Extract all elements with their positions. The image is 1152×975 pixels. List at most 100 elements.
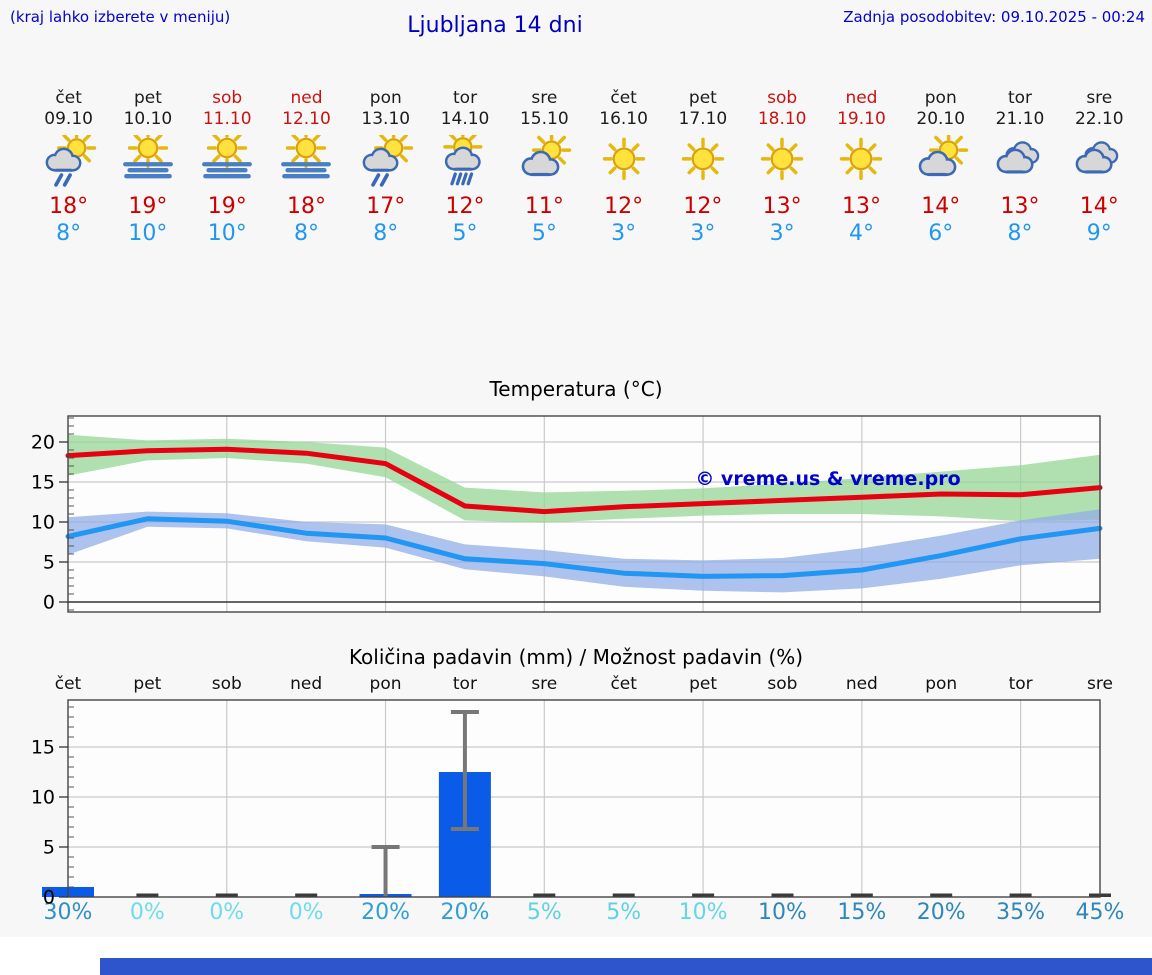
precip-day-label: sre xyxy=(531,674,558,694)
sun-cloud-rain-icon xyxy=(358,135,414,187)
precipitation-chart-title: Količina padavin (mm) / Možnost padavin … xyxy=(348,645,804,669)
precip-day-label: tor xyxy=(1008,674,1033,694)
precip-probability: 10% xyxy=(678,900,728,925)
day-column-13.10: pon 13.10 17° 8° xyxy=(346,88,425,247)
day-column-21.10: tor 21.10 13° 8° xyxy=(980,88,1059,247)
precip-y-tick-label: 10 xyxy=(31,787,55,809)
precip-day-label: pon xyxy=(369,674,402,694)
precip-whisker xyxy=(371,845,400,897)
max-temperature: 19° xyxy=(128,194,168,219)
precip-day-label: pet xyxy=(133,674,162,694)
day-date: 19.10 xyxy=(837,109,886,129)
cloudy-icon xyxy=(1071,135,1127,187)
day-date: 10.10 xyxy=(123,109,173,129)
min-temperature: 3° xyxy=(611,221,637,246)
location-menu-hint: (kraj lahko izberete v meniju) xyxy=(10,8,231,26)
day-column-15.10: sre 15.10 11° 5° xyxy=(505,88,584,247)
fog-sun-icon xyxy=(120,135,176,187)
temp-y-tick-label: 10 xyxy=(31,512,55,534)
precip-zero-mark xyxy=(930,893,953,897)
precip-probability: 10% xyxy=(758,900,807,925)
day-column-17.10: pet 17.10 12° 3° xyxy=(663,88,742,247)
min-temperature: 4° xyxy=(848,221,874,246)
precipitation-plot: 0 5 10 15 xyxy=(31,699,1111,909)
precip-zero-mark xyxy=(612,893,635,897)
day-name: sob xyxy=(212,88,243,108)
day-date: 17.10 xyxy=(678,109,728,129)
day-date: 16.10 xyxy=(599,109,648,129)
day-name: pon xyxy=(924,88,957,108)
precip-probability: 0% xyxy=(209,900,245,925)
day-column-22.10: sre 22.10 14° 9° xyxy=(1060,88,1139,247)
precip-y-tick-label: 0 xyxy=(43,887,55,909)
watermark-link[interactable]: © vreme.us & vreme.pro xyxy=(695,468,960,490)
precip-zero-mark xyxy=(692,893,715,897)
max-temperature: 13° xyxy=(1000,194,1040,219)
precip-zero-mark xyxy=(1009,893,1032,897)
day-name: tor xyxy=(453,88,478,108)
precip-zero-mark xyxy=(850,893,873,897)
min-temperature: 8° xyxy=(293,221,319,246)
day-name: ned xyxy=(845,88,878,108)
precip-day-label: pet xyxy=(689,674,718,694)
min-temperature: 9° xyxy=(1086,221,1112,246)
partly-cloudy-icon xyxy=(913,135,969,187)
day-date: 12.10 xyxy=(282,109,331,129)
precip-probability: 5% xyxy=(606,900,642,925)
precip-probability: 20% xyxy=(440,900,490,925)
day-column-19.10: ned 19.10 13° 4° xyxy=(822,88,901,247)
max-temperature: 11° xyxy=(524,194,564,219)
precip-whisker xyxy=(450,710,479,831)
day-date: 22.10 xyxy=(1074,109,1124,129)
precip-y-tick-label: 15 xyxy=(31,737,55,759)
max-temperature: 12° xyxy=(445,194,485,219)
day-column-09.10: čet 09.10 18° 8° xyxy=(29,88,108,247)
fog-sun-icon xyxy=(199,135,255,187)
bottom-bar xyxy=(100,958,1152,975)
precip-probability: 20% xyxy=(916,900,966,925)
day-name: ned xyxy=(290,88,323,108)
day-name: pet xyxy=(133,88,162,108)
precip-day-label: ned xyxy=(290,674,323,694)
precip-zero-mark xyxy=(533,893,556,897)
precip-day-label: pon xyxy=(925,674,958,694)
max-temperature: 14° xyxy=(921,194,961,219)
day-column-20.10: pon 20.10 14° 6° xyxy=(901,88,980,247)
partly-cloudy-icon xyxy=(516,135,572,187)
temp-y-tick-label: 20 xyxy=(31,432,55,454)
precip-day-label: čet xyxy=(610,674,637,694)
day-column-11.10: sob 11.10 19° 10° xyxy=(188,88,267,247)
sunny-icon xyxy=(754,135,810,187)
day-date: 15.10 xyxy=(519,109,569,129)
sun-cloud-heavy-rain-icon xyxy=(437,135,493,187)
page-title: Ljubljana 14 dni xyxy=(407,13,583,38)
min-temperature: 10° xyxy=(207,221,247,246)
min-temperature: 3° xyxy=(769,221,795,246)
temperature-plot: 0 5 10 15 20 © vreme.us & vreme.pro xyxy=(31,415,1103,614)
day-name: čet xyxy=(55,88,82,108)
precip-zero-mark xyxy=(215,893,238,897)
min-temperature: 5° xyxy=(531,221,557,246)
min-temperature: 3° xyxy=(690,221,716,246)
temp-y-tick-label: 0 xyxy=(43,592,55,614)
day-name: pet xyxy=(688,88,717,108)
precip-zero-mark xyxy=(136,893,159,897)
min-temperature: 8° xyxy=(1007,221,1033,246)
max-temperature: 12° xyxy=(604,194,644,219)
day-name: sob xyxy=(767,88,798,108)
min-temp-line xyxy=(65,516,1103,579)
day-name: sre xyxy=(1086,88,1113,108)
precip-day-label: tor xyxy=(452,674,477,694)
precip-probability: 5% xyxy=(526,900,562,925)
precip-zero-mark xyxy=(295,893,318,897)
max-temperature: 12° xyxy=(683,194,723,219)
day-column-10.10: pet 10.10 19° 10° xyxy=(108,88,187,247)
precip-day-label: sob xyxy=(211,674,242,694)
day-date: 09.10 xyxy=(44,109,93,129)
precip-probability: 20% xyxy=(361,900,410,925)
precip-day-label: čet xyxy=(54,674,82,694)
min-temperature: 8° xyxy=(373,221,399,246)
precip-probability: 15% xyxy=(837,900,887,925)
min-temperature: 10° xyxy=(128,221,168,246)
